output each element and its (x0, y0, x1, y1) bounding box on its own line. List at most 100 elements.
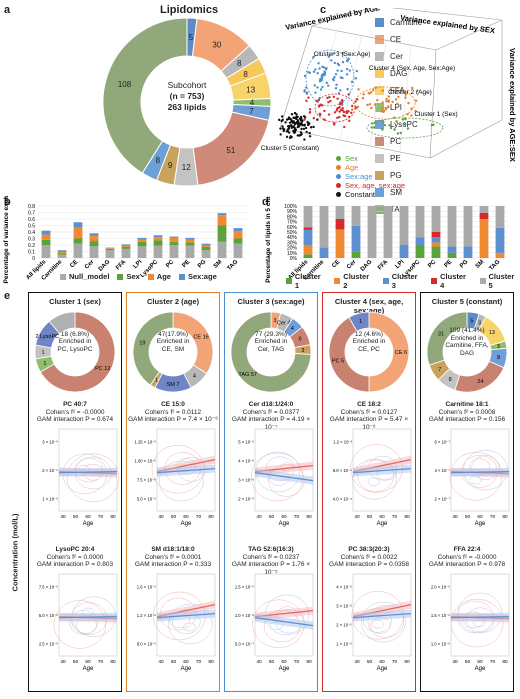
scatter-point (320, 78, 323, 82)
legend-label: Sex (126, 272, 140, 281)
donut-value-label: 13 (246, 85, 255, 94)
lipid-name: CE 15:0 (161, 401, 185, 408)
scatter-point (337, 92, 341, 95)
donut-value-label: 1 (359, 319, 362, 325)
scatter-point (312, 55, 315, 59)
lipid-plot-title: PC 38:3(20:3) Cohen's f² = 0.0022 GAM inte… (323, 546, 415, 569)
donut-center-line: DAG (459, 349, 475, 357)
legend-swatch (375, 188, 384, 197)
legend-item: Age (336, 163, 405, 172)
x-tick-label: 70 (196, 659, 202, 665)
scatter-point (303, 118, 306, 121)
axis-title-sex: Variance explained by SEX (400, 13, 496, 35)
scatter-point (308, 111, 312, 114)
x-tick-label: 50 (73, 659, 79, 665)
scatter-point (336, 97, 339, 100)
legend-swatch (117, 273, 124, 280)
bar-segment (319, 247, 329, 258)
x-axis-label: Age (279, 521, 290, 527)
scatter-point (314, 91, 317, 94)
p-value: GAM interaction P = 1.76 × 10⁻⁵ (231, 561, 311, 576)
donut-center-text: 47(17.9%) Enriched in CE, SM (149, 331, 197, 354)
x-tick-label: PG (459, 259, 470, 270)
scatter-point (340, 98, 344, 102)
scatter-point (350, 104, 354, 108)
donut-center-text: 18 (6.8%) Enriched in PC, LysoPC (51, 331, 99, 354)
y-tick-label: 90% (287, 209, 298, 215)
density-contour (352, 458, 397, 500)
bar-segment (89, 233, 99, 236)
donut-slice (132, 311, 174, 386)
donut-slice (39, 311, 116, 393)
donut-slice (48, 311, 76, 335)
legend-swatch (382, 278, 389, 284)
bar-segment (351, 225, 361, 252)
axis-frame-line (429, 49, 437, 159)
y-tick-label: 0.1 (28, 250, 35, 256)
x-tick-label: 50 (171, 514, 177, 520)
scatter-point (332, 95, 336, 99)
x-tick-label: 50 (465, 659, 471, 665)
bar-segment (399, 245, 409, 258)
lipid-plot-title: SM d18:1/18:0 Cohen's f² = 0.0001 GAM inte… (127, 546, 219, 569)
donut-value-label: 1 (41, 350, 44, 356)
scatter-point (395, 120, 398, 123)
scatter-point (312, 117, 316, 120)
bar-segment (169, 245, 179, 258)
x-tick-label: 80 (404, 659, 410, 665)
donut-value-label: 51 (226, 146, 235, 155)
scatter-point (346, 59, 349, 63)
scatter-point (399, 131, 402, 135)
donut-slice (454, 360, 505, 393)
scatter-point (361, 96, 365, 100)
x-tick-label: 40 (256, 659, 262, 665)
x-axis-label: Age (377, 666, 388, 672)
bar-segment (479, 219, 489, 258)
bar-segment (185, 242, 195, 246)
donut-value-label: 8 (156, 156, 161, 165)
x-tick-label: 60 (281, 514, 287, 520)
bar-segment (335, 219, 345, 230)
p-value: GAM interaction P = 0.674 (36, 416, 114, 423)
y-tick-label: 1.0 × 10⁻⁶ (235, 613, 254, 618)
scatter-point (307, 96, 310, 99)
scatter-point (309, 126, 313, 129)
panel-b-bar-chart: Percentage of variance explained 00.10.20… (3, 196, 246, 283)
y-tick-label: 5.0 × 10⁻⁶ (137, 497, 156, 502)
bar-segment (351, 251, 361, 258)
lipid-name: CE 18:2 (357, 401, 381, 408)
trend-line-male (352, 613, 412, 619)
x-tick-label: PE (182, 259, 192, 269)
scatter-point (293, 116, 296, 120)
donut-center-line: PC, LysoPC (57, 345, 93, 353)
scatter-point (383, 123, 386, 127)
bar-segment (463, 206, 473, 247)
donut-value-label: 3 (478, 321, 481, 327)
scatter-point (333, 52, 336, 55)
y-tick-label: 0.5 (28, 224, 35, 230)
legend-swatch (286, 278, 292, 284)
legend-swatch (147, 273, 154, 280)
legend-swatch (479, 278, 486, 284)
scatter-point (299, 122, 302, 125)
lipid-plot-title: LysoPC 20:4 Cohen's f² = 0.0000 GAM intera… (29, 546, 121, 569)
cluster-outline (366, 117, 444, 139)
panel-c-letter: c (320, 4, 327, 16)
lipid-name: FFA 22:4 (453, 546, 481, 553)
x-tick-label: 60 (183, 514, 189, 520)
cluster-panel: Cluster 3 (sex:age) 3 Cer 4 4 6 3 TAG 57 77 (29… (224, 292, 318, 692)
legend-swatch (178, 273, 185, 280)
scatter-point (396, 132, 400, 135)
scatter-point (381, 128, 384, 131)
y-tick-label: 4 × 10⁻⁶ (238, 458, 254, 463)
scatter-point (396, 102, 399, 105)
donut-center-line: Enriched in (450, 334, 484, 342)
legend-item: Cluster 3 (382, 272, 423, 290)
x-tick-label: 50 (367, 659, 373, 665)
scatter-point (303, 90, 306, 93)
legend-label: FFA (390, 86, 405, 95)
x-tick-label: 70 (294, 514, 300, 520)
scatter-point (308, 122, 311, 125)
scatter-point (314, 68, 317, 71)
scatter-point (347, 110, 350, 113)
